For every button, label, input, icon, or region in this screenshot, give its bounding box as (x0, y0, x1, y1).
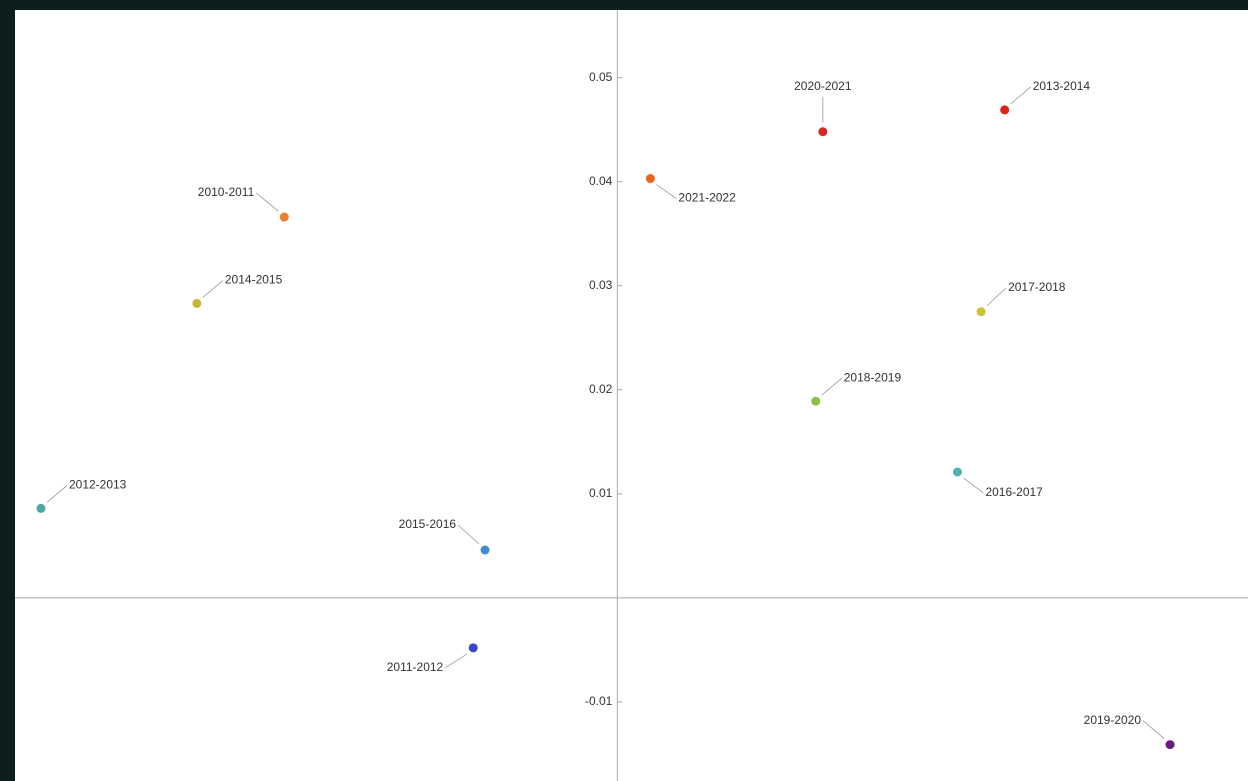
point (192, 298, 202, 308)
plot-background (15, 10, 1248, 781)
y-tick-label: 0.04 (589, 174, 613, 188)
point (952, 467, 962, 477)
leader-line (656, 184, 677, 199)
leader-line (963, 477, 984, 494)
point-label: 2017-2018 (1008, 280, 1066, 294)
point (976, 307, 986, 317)
point (468, 643, 478, 653)
leader-line (445, 653, 468, 669)
leader-line (46, 485, 68, 503)
point-label: 2020-2021 (794, 79, 852, 93)
point-label: 2010-2011 (198, 185, 255, 199)
point (279, 212, 289, 222)
y-tick-label: -0.01 (585, 694, 613, 708)
point-label: 2016-2017 (985, 485, 1043, 499)
point-label: 2019-2020 (1084, 713, 1142, 727)
point-label: 2018-2019 (844, 370, 902, 384)
point (645, 174, 655, 184)
point-label: 2012-2013 (69, 478, 127, 492)
point-label: 2015-2016 (399, 517, 457, 531)
y-tick-label: 0.02 (589, 382, 613, 396)
leader-line (986, 287, 1007, 307)
point (811, 396, 821, 406)
point (1000, 105, 1010, 115)
point (480, 545, 490, 555)
leader-line (256, 192, 279, 212)
leader-line (1142, 720, 1165, 739)
point-label: 2011-2012 (387, 660, 444, 674)
point-label: 2021-2022 (678, 191, 736, 205)
y-tick-label: 0.01 (589, 486, 613, 500)
y-tick-label: 0.05 (589, 70, 613, 84)
y-tick-label: 0.03 (589, 278, 613, 292)
point (36, 503, 46, 513)
leader-line (202, 280, 224, 298)
point (818, 127, 828, 137)
point (1165, 740, 1175, 750)
point-label: 2014-2015 (225, 273, 283, 287)
leader-line (1010, 86, 1031, 105)
leader-line (457, 524, 480, 545)
point-label: 2013-2014 (1033, 79, 1091, 93)
leader-line (821, 377, 843, 396)
